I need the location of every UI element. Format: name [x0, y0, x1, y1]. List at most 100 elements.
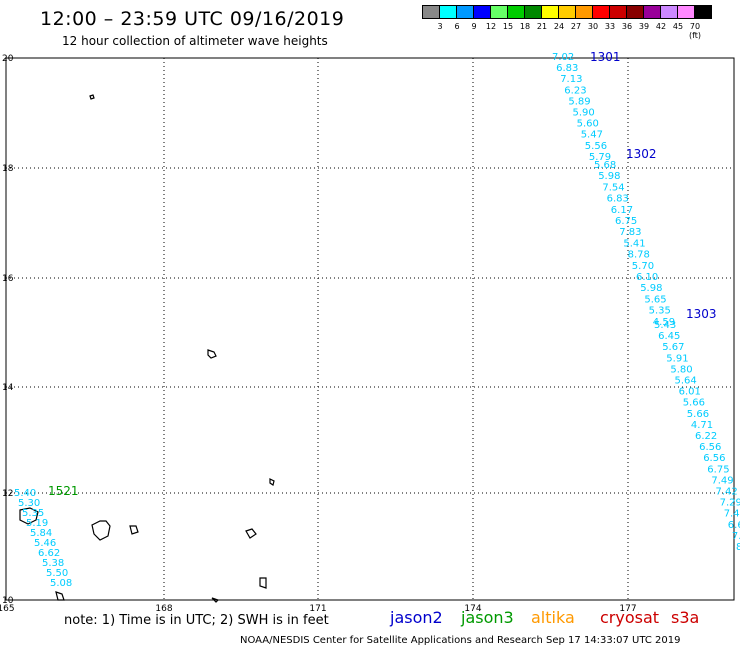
wave-height-label: 5.08 — [50, 578, 72, 589]
wave-height-label: 7.4 — [724, 509, 740, 520]
scale-label: 39 — [638, 22, 650, 31]
wave-height-label: 6.01 — [679, 387, 701, 398]
wave-height-label: 5.98 — [640, 283, 662, 294]
wave-height-label: 5.64 — [675, 376, 697, 387]
wave-height-label: 5.89 — [568, 96, 590, 107]
track-id-label: 1301 — [590, 50, 621, 64]
wave-height-label: 6.23 — [564, 85, 586, 96]
wave-height-label: 5.46 — [34, 538, 56, 549]
track-id-label: 1302 — [626, 147, 657, 161]
wave-height-label: 5.41 — [623, 238, 645, 249]
credit-footer: NOAA/NESDIS Center for Satellite Applica… — [240, 635, 681, 646]
wave-height-label: 7.02 — [552, 52, 574, 63]
wave-height-label: 5.98 — [598, 171, 620, 182]
wave-height-label: 8. — [736, 542, 740, 553]
scale-label: 27 — [570, 22, 582, 31]
island-outline — [19, 507, 39, 525]
wave-height-label: 7.42 — [716, 487, 738, 498]
scale-label: 9 — [471, 22, 477, 31]
wave-height-label: 5.47 — [581, 130, 603, 141]
wave-height-label: 7.49 — [711, 475, 733, 486]
wave-height-label: 5.68 — [594, 160, 616, 171]
wave-height-label: 5.35 — [22, 508, 44, 519]
track-id-label: 1521 — [48, 484, 79, 498]
island-outline — [89, 94, 95, 100]
legend-jason3: jason3 — [461, 608, 514, 627]
wave-height-label: 5.84 — [30, 528, 52, 539]
longitude-label: 165 — [0, 604, 15, 614]
wave-height-label: 5.65 — [644, 294, 666, 305]
wave-height-label: 5.90 — [573, 108, 595, 119]
wave-height-label: 6.83 — [556, 63, 578, 74]
wave-height-label: 7.29 — [720, 498, 740, 509]
scale-label: 18 — [519, 22, 531, 31]
scale-label: 15 — [502, 22, 514, 31]
scale-label: 33 — [604, 22, 616, 31]
island-outline — [245, 528, 257, 539]
wave-height-label: 6.56 — [703, 453, 725, 464]
wave-height-label: 5.60 — [577, 119, 599, 130]
scale-label: 24 — [553, 22, 565, 31]
legend-altika: altika — [531, 608, 575, 627]
wave-height-label: 7.13 — [560, 74, 582, 85]
wave-height-label: 5.80 — [670, 364, 692, 375]
longitude-label: 168 — [155, 604, 172, 614]
footnote: note: 1) Time is in UTC; 2) SWH is in fe… — [64, 613, 329, 628]
scale-label: 6 — [454, 22, 460, 31]
latitude-label: 20 — [2, 54, 14, 64]
scale-label: 30 — [587, 22, 599, 31]
longitude-label: 171 — [309, 604, 326, 614]
scale-label: 21 — [536, 22, 548, 31]
wave-height-label: 5.91 — [666, 353, 688, 364]
wave-height-label: 6.83 — [607, 194, 629, 205]
wave-height-label: 5.40 — [14, 488, 36, 499]
wave-height-label: 4.71 — [691, 420, 713, 431]
wave-height-label: 6.22 — [695, 431, 717, 442]
legend-jason2: jason2 — [390, 608, 443, 627]
map-subtitle: 12 hour collection of altimeter wave hei… — [62, 34, 328, 48]
wave-height-label: 5.30 — [18, 498, 40, 509]
longitude-label: 174 — [464, 604, 481, 614]
wave-height-label: 5.56 — [585, 141, 607, 152]
latitude-label: 16 — [2, 274, 14, 284]
island-outline — [207, 349, 217, 359]
scale-swatch — [694, 5, 712, 19]
wave-height-label: 5.79 — [589, 152, 611, 163]
wave-height-label: 5.66 — [687, 409, 709, 420]
map-title: 12:00 – 23:59 UTC 09/16/2019 — [40, 8, 345, 30]
wave-height-label: 5.38 — [42, 558, 64, 569]
island-outline — [259, 577, 267, 589]
wave-height-label: 5.50 — [46, 568, 68, 579]
wave-height-label: 5.70 — [632, 261, 654, 272]
latitude-label: 18 — [2, 164, 14, 174]
scale-label: 12 — [485, 22, 497, 31]
legend-s3a: s3a — [671, 608, 700, 627]
color-scale — [422, 5, 712, 19]
wave-height-label: 7. — [732, 531, 740, 542]
latitude-label: 12 — [2, 489, 13, 499]
track-id-label: 1303 — [686, 307, 717, 321]
wave-height-label: 6.62 — [38, 548, 60, 559]
wave-height-label: 6.45 — [658, 331, 680, 342]
wave-height-label: 6.10 — [636, 272, 658, 283]
scale-label: 45 — [672, 22, 684, 31]
scale-label: 3 — [437, 22, 443, 31]
wave-height-label: 5.43 — [654, 320, 676, 331]
scale-label: 70 (ft) — [688, 22, 702, 40]
wave-height-label: 5.66 — [683, 398, 705, 409]
wave-height-label: 7.54 — [602, 182, 624, 193]
island-outline — [211, 597, 220, 603]
latitude-label: 10 — [2, 596, 14, 606]
wave-height-label: 6.75 — [707, 464, 729, 475]
wave-height-label: 5.19 — [26, 518, 48, 529]
map-frame — [5, 57, 735, 601]
wave-height-label: 6.6 — [728, 520, 740, 531]
legend-cryosat: cryosat — [600, 608, 660, 627]
wave-height-label: 6.56 — [699, 442, 721, 453]
island-outline — [129, 525, 139, 535]
wave-height-label: 6.75 — [615, 216, 637, 227]
wave-height-label: 7.83 — [619, 227, 641, 238]
wave-height-label: 8.78 — [628, 250, 650, 261]
wave-height-label: 6.17 — [611, 205, 633, 216]
